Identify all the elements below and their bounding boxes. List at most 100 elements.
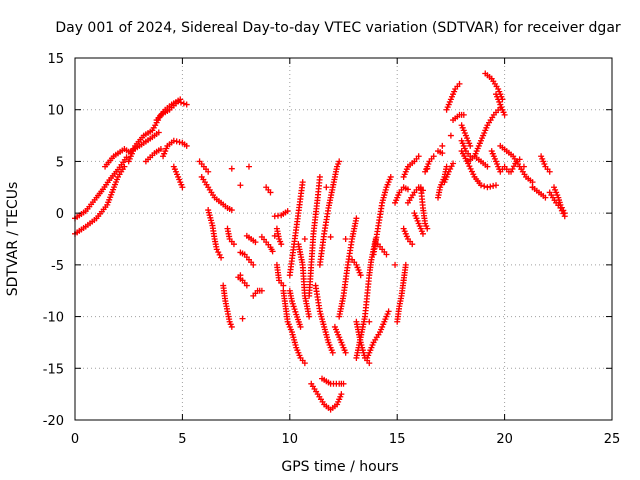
data-point — [237, 182, 244, 189]
data-point — [468, 168, 475, 175]
data-point — [353, 215, 360, 222]
data-point — [467, 165, 474, 172]
data-point — [301, 360, 308, 367]
x-tick-label: 25 — [604, 432, 621, 447]
y-axis-label: SDTVAR / TECUs — [5, 182, 21, 297]
data-point — [516, 156, 523, 163]
data-point — [280, 282, 287, 289]
data-point — [205, 168, 212, 175]
axis-ticks — [74, 57, 613, 421]
data-point — [450, 160, 457, 167]
data-point — [529, 184, 536, 191]
data-point — [218, 254, 225, 261]
data-point — [484, 163, 491, 170]
data-point — [499, 96, 506, 103]
data-point — [402, 261, 409, 268]
data-point — [278, 241, 285, 248]
data-point — [292, 308, 299, 315]
data-point — [316, 173, 323, 180]
data-point — [487, 183, 494, 190]
data-point — [415, 153, 422, 160]
data-point — [340, 380, 347, 387]
data-point — [245, 163, 252, 170]
y-tick-label: 10 — [47, 104, 64, 119]
data-point — [448, 163, 455, 170]
data-point — [123, 154, 130, 161]
data-point — [493, 182, 500, 189]
data-point — [170, 137, 177, 144]
y-tick-label: 0 — [56, 207, 64, 222]
data-point — [155, 129, 162, 136]
data-point — [509, 166, 516, 173]
data-point — [301, 236, 308, 242]
data-point — [424, 225, 431, 232]
data-points — [72, 70, 568, 413]
y-tick-label: -15 — [43, 362, 64, 377]
data-point — [228, 165, 235, 172]
data-point — [542, 194, 549, 201]
data-point — [336, 158, 343, 165]
data-point — [297, 323, 304, 330]
data-point — [447, 132, 454, 139]
data-point — [243, 282, 250, 289]
data-point — [392, 261, 399, 268]
x-tick-label: 20 — [496, 432, 513, 447]
data-point — [215, 249, 222, 256]
data-point — [258, 287, 265, 294]
data-point — [329, 349, 336, 356]
y-tick-label: -5 — [51, 259, 64, 274]
data-point — [529, 179, 536, 186]
data-point — [290, 303, 297, 310]
x-tick-labels: 0 5 10 15 20 25 — [71, 432, 620, 447]
data-point — [176, 139, 183, 146]
data-point — [546, 168, 553, 175]
data-point — [269, 248, 276, 255]
data-point — [484, 184, 491, 191]
data-point — [180, 100, 187, 107]
data-point — [183, 142, 190, 149]
data-point — [443, 163, 450, 170]
data-point — [177, 96, 184, 103]
data-point — [439, 142, 446, 149]
data-point — [306, 313, 313, 320]
chart-title: Day 001 of 2024, Sidereal Day-to-day VTE… — [55, 20, 621, 36]
data-point — [387, 173, 394, 180]
data-point — [299, 179, 306, 186]
data-point — [404, 186, 411, 193]
data-point — [289, 300, 296, 307]
data-point — [179, 184, 186, 191]
data-point — [466, 163, 473, 170]
data-point — [338, 391, 345, 398]
plot-frame — [74, 57, 613, 421]
x-axis-label: GPS time / hours — [281, 459, 398, 475]
data-point — [342, 236, 349, 242]
data-point — [271, 232, 278, 239]
y-tick-label: 5 — [56, 155, 64, 170]
data-point — [456, 80, 463, 87]
data-point — [252, 239, 259, 246]
x-tick-label: 10 — [282, 432, 299, 447]
data-point — [424, 165, 431, 172]
data-point — [439, 150, 446, 157]
data-point — [239, 315, 246, 322]
data-point — [366, 318, 373, 325]
data-point — [470, 171, 477, 178]
y-tick-labels: -20 -15 -10 -5 0 5 10 15 — [43, 52, 64, 429]
data-point — [430, 153, 437, 160]
data-point — [228, 207, 235, 214]
x-tick-label: 5 — [178, 432, 186, 447]
data-point — [183, 101, 190, 108]
data-point — [460, 111, 467, 118]
data-point — [228, 323, 235, 330]
data-point — [284, 208, 291, 215]
grid-lines — [75, 58, 612, 420]
data-point — [400, 277, 407, 284]
data-point — [520, 163, 527, 170]
data-point — [357, 272, 364, 279]
y-tick-label: -10 — [43, 311, 64, 326]
x-tick-label: 15 — [389, 432, 406, 447]
data-point — [385, 308, 392, 315]
data-point — [157, 146, 164, 153]
data-point — [267, 189, 274, 196]
data-point — [477, 182, 484, 189]
